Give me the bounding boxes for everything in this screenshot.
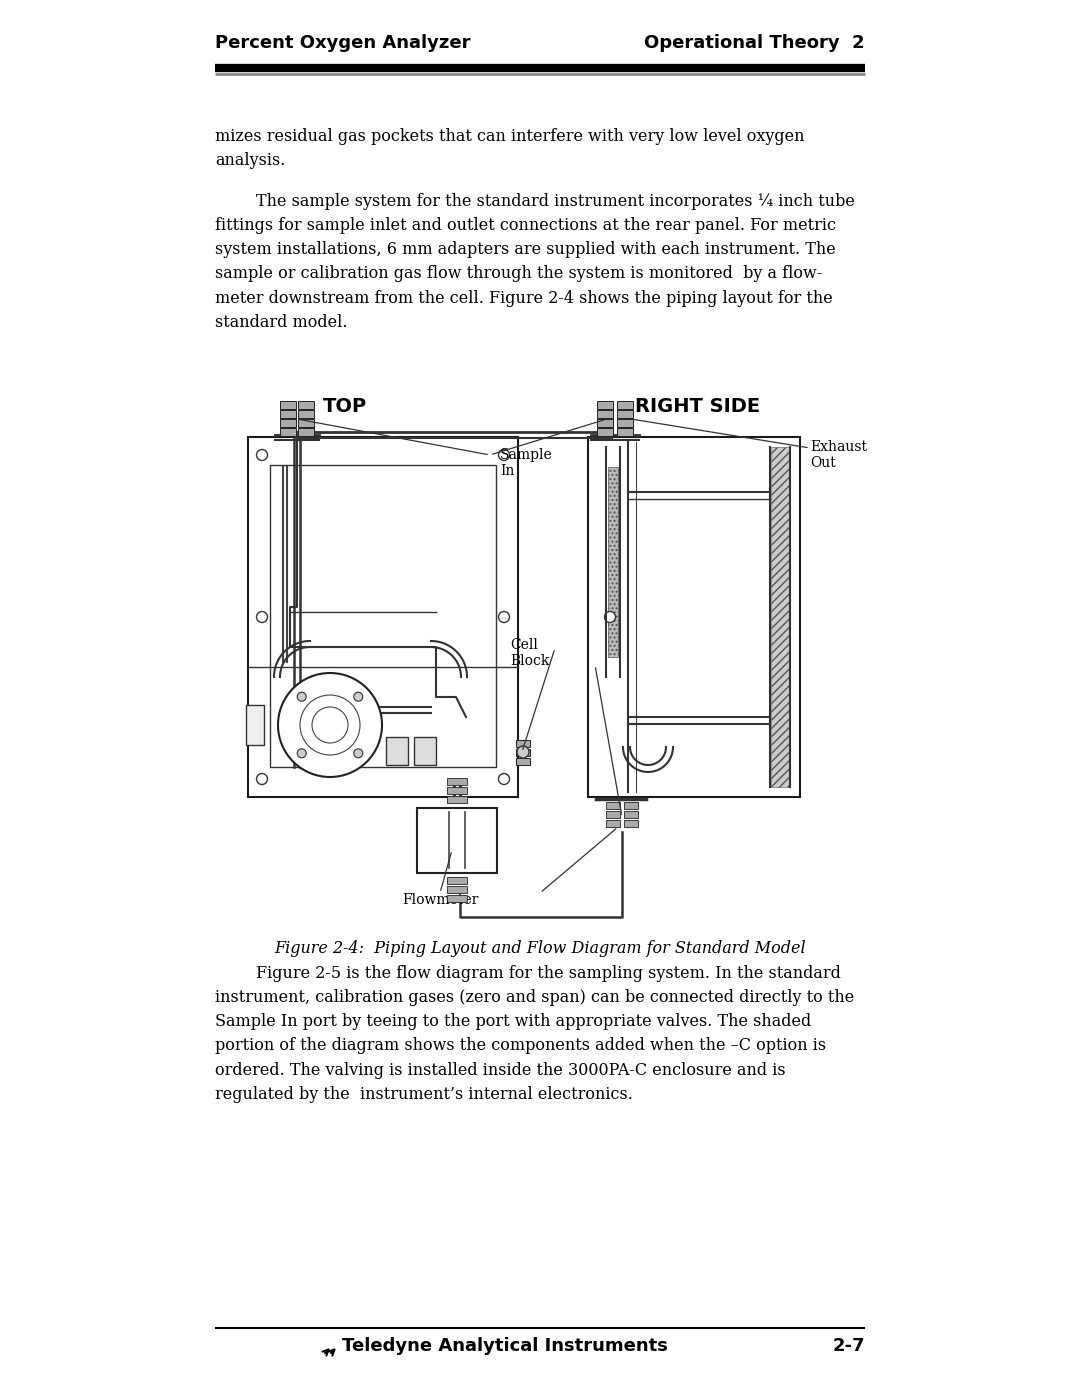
Circle shape (605, 612, 616, 623)
Text: Cell
Block: Cell Block (510, 638, 550, 668)
FancyBboxPatch shape (447, 778, 467, 785)
Text: 2-7: 2-7 (833, 1337, 865, 1355)
FancyBboxPatch shape (597, 401, 613, 409)
Circle shape (278, 673, 382, 777)
FancyBboxPatch shape (298, 409, 314, 418)
Circle shape (517, 746, 529, 759)
FancyBboxPatch shape (298, 401, 314, 409)
FancyBboxPatch shape (617, 401, 633, 409)
FancyBboxPatch shape (447, 877, 467, 884)
FancyBboxPatch shape (516, 749, 530, 756)
Text: Figure 2-5 is the flow diagram for the sampling system. In the standard
instrume: Figure 2-5 is the flow diagram for the s… (215, 965, 854, 1102)
Circle shape (499, 774, 510, 785)
FancyBboxPatch shape (597, 427, 613, 436)
FancyBboxPatch shape (606, 820, 620, 827)
Circle shape (257, 450, 268, 461)
FancyBboxPatch shape (280, 419, 296, 427)
Text: Operational Theory  2: Operational Theory 2 (645, 34, 865, 52)
Bar (246, 705, 264, 745)
Text: Percent Oxygen Analyzer: Percent Oxygen Analyzer (215, 34, 471, 52)
Polygon shape (771, 447, 789, 787)
Bar (588, 437, 800, 798)
Text: Teledyne Analytical Instruments: Teledyne Analytical Instruments (342, 1337, 667, 1355)
Text: Exhaust
Out: Exhaust Out (810, 440, 867, 471)
FancyBboxPatch shape (617, 427, 633, 436)
FancyBboxPatch shape (617, 409, 633, 418)
FancyBboxPatch shape (516, 740, 530, 747)
Bar (248, 437, 518, 798)
Bar (417, 807, 497, 873)
FancyBboxPatch shape (298, 419, 314, 427)
FancyBboxPatch shape (606, 802, 620, 809)
Polygon shape (608, 467, 618, 657)
Text: Figure 2-4:  Piping Layout and Flow Diagram for Standard Model: Figure 2-4: Piping Layout and Flow Diagr… (274, 940, 806, 957)
Bar (386, 738, 408, 766)
FancyBboxPatch shape (447, 787, 467, 793)
FancyBboxPatch shape (280, 427, 296, 436)
Text: Flowmeter: Flowmeter (402, 893, 478, 907)
Text: Sample
In: Sample In (500, 448, 553, 478)
FancyBboxPatch shape (447, 796, 467, 803)
FancyBboxPatch shape (447, 895, 467, 902)
Circle shape (297, 749, 307, 757)
FancyBboxPatch shape (597, 419, 613, 427)
Circle shape (499, 450, 510, 461)
Text: TOP: TOP (323, 397, 367, 416)
FancyBboxPatch shape (280, 409, 296, 418)
FancyBboxPatch shape (606, 812, 620, 819)
Text: RIGHT SIDE: RIGHT SIDE (635, 397, 760, 416)
FancyBboxPatch shape (624, 812, 638, 819)
Circle shape (297, 693, 307, 701)
Text: The sample system for the standard instrument incorporates ¼ inch tube
fittings : The sample system for the standard instr… (215, 193, 855, 331)
FancyBboxPatch shape (617, 419, 633, 427)
FancyBboxPatch shape (597, 409, 613, 418)
Circle shape (499, 612, 510, 623)
FancyBboxPatch shape (298, 427, 314, 436)
FancyBboxPatch shape (624, 802, 638, 809)
FancyBboxPatch shape (447, 886, 467, 893)
FancyBboxPatch shape (280, 401, 296, 409)
FancyBboxPatch shape (624, 820, 638, 827)
Circle shape (257, 774, 268, 785)
FancyBboxPatch shape (516, 759, 530, 766)
Bar (270, 465, 496, 767)
Bar (414, 738, 436, 766)
Circle shape (257, 612, 268, 623)
Text: mizes residual gas pockets that can interfere with very low level oxygen
analysi: mizes residual gas pockets that can inte… (215, 129, 805, 169)
Circle shape (354, 693, 363, 701)
Circle shape (354, 749, 363, 757)
